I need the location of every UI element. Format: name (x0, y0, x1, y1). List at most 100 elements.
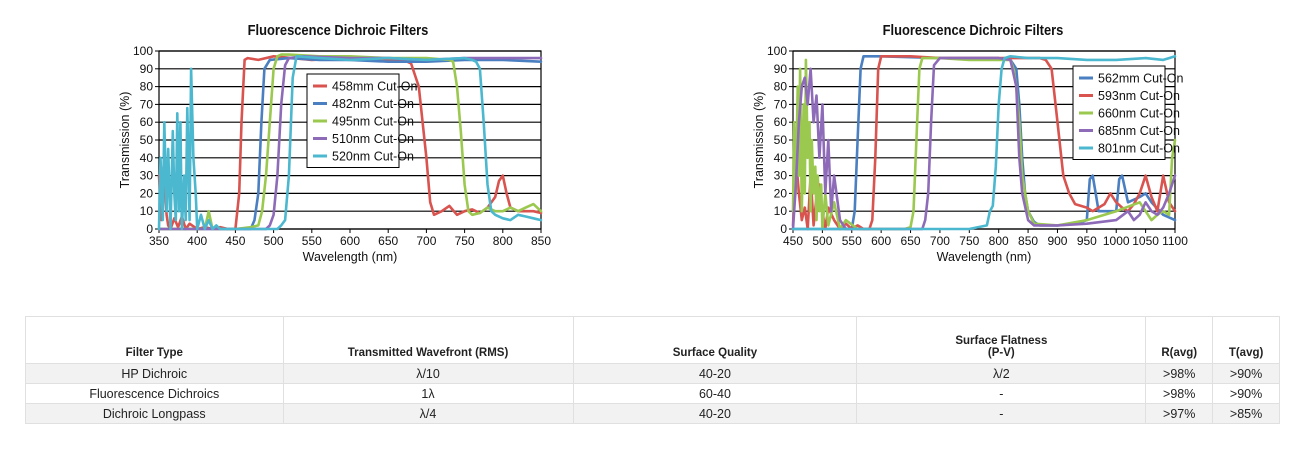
x-tick-label: 500 (264, 234, 284, 248)
cell-wavefront: 1λ (282, 383, 574, 404)
cell-flatness: λ/2 (856, 363, 1147, 384)
table-row: Fluorescence Dichroics 1λ 60-40 - >98% >… (25, 383, 1280, 404)
y-tick-label: 30 (140, 169, 154, 183)
y-tick-label: 100 (133, 44, 153, 58)
y-tick-label: 60 (774, 115, 788, 129)
table-row: Dichroic Longpass λ/4 40-20 - >97% >85% (25, 403, 1280, 424)
legend-label: 510nm Cut-On (332, 132, 414, 146)
chart-plot: 0 10 20 30 40 50 60 70 80 90 100 350 400 450 500 550 600… (118, 44, 551, 264)
x-axis-label: Wavelength (nm) (937, 250, 1032, 264)
x-tick-label: 600 (871, 234, 891, 248)
x-tick-label: 650 (378, 234, 398, 248)
x-tick-label: 450 (225, 234, 245, 248)
x-tick-label: 900 (1047, 234, 1067, 248)
y-tick-label: 10 (140, 204, 154, 218)
x-tick-label: 450 (783, 234, 803, 248)
cell-surface-quality: 40-20 (572, 363, 858, 384)
cell-t-avg: >85% (1212, 403, 1280, 424)
x-tick-label: 1050 (1132, 234, 1159, 248)
y-tick-label: 90 (774, 62, 788, 76)
x-tick-label: 800 (989, 234, 1009, 248)
cell-surface-quality: 60-40 (572, 383, 858, 404)
x-tick-label: 1000 (1103, 234, 1130, 248)
x-tick-label: 1100 (1162, 234, 1188, 248)
legend-label: 482nm Cut-On (332, 97, 414, 111)
x-tick-label: 850 (1018, 234, 1038, 248)
x-tick-label: 550 (842, 234, 862, 248)
y-tick-label: 20 (774, 186, 788, 200)
header-t-avg: T(avg) (1212, 316, 1280, 364)
legend-label: 495nm Cut-On (332, 115, 414, 129)
y-tick-label: 70 (774, 97, 788, 111)
y-tick-label: 30 (774, 169, 788, 183)
y-tick-label: 40 (774, 151, 788, 165)
legend-label: 520nm Cut-On (332, 150, 414, 164)
x-tick-label: 350 (149, 234, 169, 248)
x-tick-label: 550 (302, 234, 322, 248)
x-tick-label: 950 (1077, 234, 1097, 248)
cell-wavefront: λ/10 (282, 363, 574, 384)
legend-label: 685nm Cut-On (1098, 124, 1180, 138)
x-tick-label: 650 (901, 234, 921, 248)
cell-t-avg: >90% (1212, 363, 1280, 384)
header-flatness-line2: (P-V) (987, 347, 1015, 359)
y-tick-label: 0 (780, 222, 787, 236)
chart-plot: 0 10 20 30 40 50 60 70 80 90 100 450 500 550 600 650 700… (752, 44, 1188, 264)
x-tick-label: 700 (930, 234, 950, 248)
header-surface-flatness: Surface Flatness (P-V) (856, 316, 1147, 364)
cell-filter-type: Dichroic Longpass (25, 403, 284, 424)
cell-r-avg: >98% (1145, 363, 1214, 384)
header-r-avg: R(avg) (1145, 316, 1214, 364)
cell-surface-quality: 40-20 (572, 403, 858, 424)
plot-frame (158, 50, 542, 230)
y-tick-label: 100 (767, 44, 787, 58)
series-line (791, 56, 1177, 231)
y-tick-label: 20 (140, 186, 154, 200)
header-filter-type: Filter Type (25, 316, 284, 364)
y-tick-label: 80 (774, 80, 788, 94)
chart-title: Fluorescence Dichroic Filters (882, 22, 1064, 39)
y-axis-label: Transmission (%) (752, 92, 766, 189)
chart-fluorescence-left: Fluorescence Dichroic Filters 0 10 20 30 40 5… (112, 14, 564, 279)
header-wavefront: Transmitted Wavefront (RMS) (282, 316, 574, 364)
table-row: HP Dichroic λ/10 40-20 λ/2 >98% >90% (25, 363, 1280, 384)
legend-label: 801nm Cut-On (1098, 142, 1180, 156)
y-tick-label: 50 (140, 133, 154, 147)
y-axis-label: Transmission (%) (118, 92, 132, 189)
cell-r-avg: >97% (1145, 403, 1214, 424)
y-tick-label: 0 (146, 222, 153, 236)
x-tick-label: 750 (959, 234, 979, 248)
table-header-row: Filter Type Transmitted Wavefront (RMS) … (25, 316, 1280, 364)
legend-label: 458mm Cut-On (332, 80, 417, 94)
cell-r-avg: >98% (1145, 383, 1214, 404)
legend-label: 660nm Cut-On (1098, 107, 1180, 121)
specifications-table: Filter Type Transmitted Wavefront (RMS) … (25, 316, 1280, 424)
cell-flatness: - (856, 383, 1147, 404)
x-tick-label: 500 (812, 234, 832, 248)
x-tick-label: 400 (187, 234, 207, 248)
cell-filter-type: Fluorescence Dichroics (25, 383, 284, 404)
x-tick-label: 850 (531, 234, 551, 248)
series-line (791, 55, 1177, 231)
y-tick-label: 50 (774, 133, 788, 147)
cell-filter-type: HP Dichroic (25, 363, 284, 384)
x-axis-label: Wavelength (nm) (303, 250, 398, 264)
cell-t-avg: >90% (1212, 383, 1280, 404)
legend-label: 562mm Cut-On (1098, 72, 1183, 86)
cell-flatness: - (856, 403, 1147, 424)
series-line (157, 55, 543, 231)
x-tick-label: 800 (493, 234, 513, 248)
legend-label: 593nm Cut-On (1098, 89, 1180, 103)
y-tick-label: 90 (140, 62, 154, 76)
y-tick-label: 10 (774, 204, 788, 218)
x-tick-label: 750 (455, 234, 475, 248)
y-tick-label: 60 (140, 115, 154, 129)
y-tick-label: 70 (140, 97, 154, 111)
cell-wavefront: λ/4 (282, 403, 574, 424)
chart-title: Fluorescence Dichroic Filters (247, 22, 429, 39)
header-flatness-line1: Surface Flatness (955, 335, 1048, 347)
y-tick-label: 40 (140, 151, 154, 165)
header-surface-quality: Surface Quality (572, 316, 858, 364)
chart-fluorescence-right: Fluorescence Dichroic Filters 0 10 20 30 40 5… (748, 14, 1198, 279)
y-tick-label: 80 (140, 80, 154, 94)
